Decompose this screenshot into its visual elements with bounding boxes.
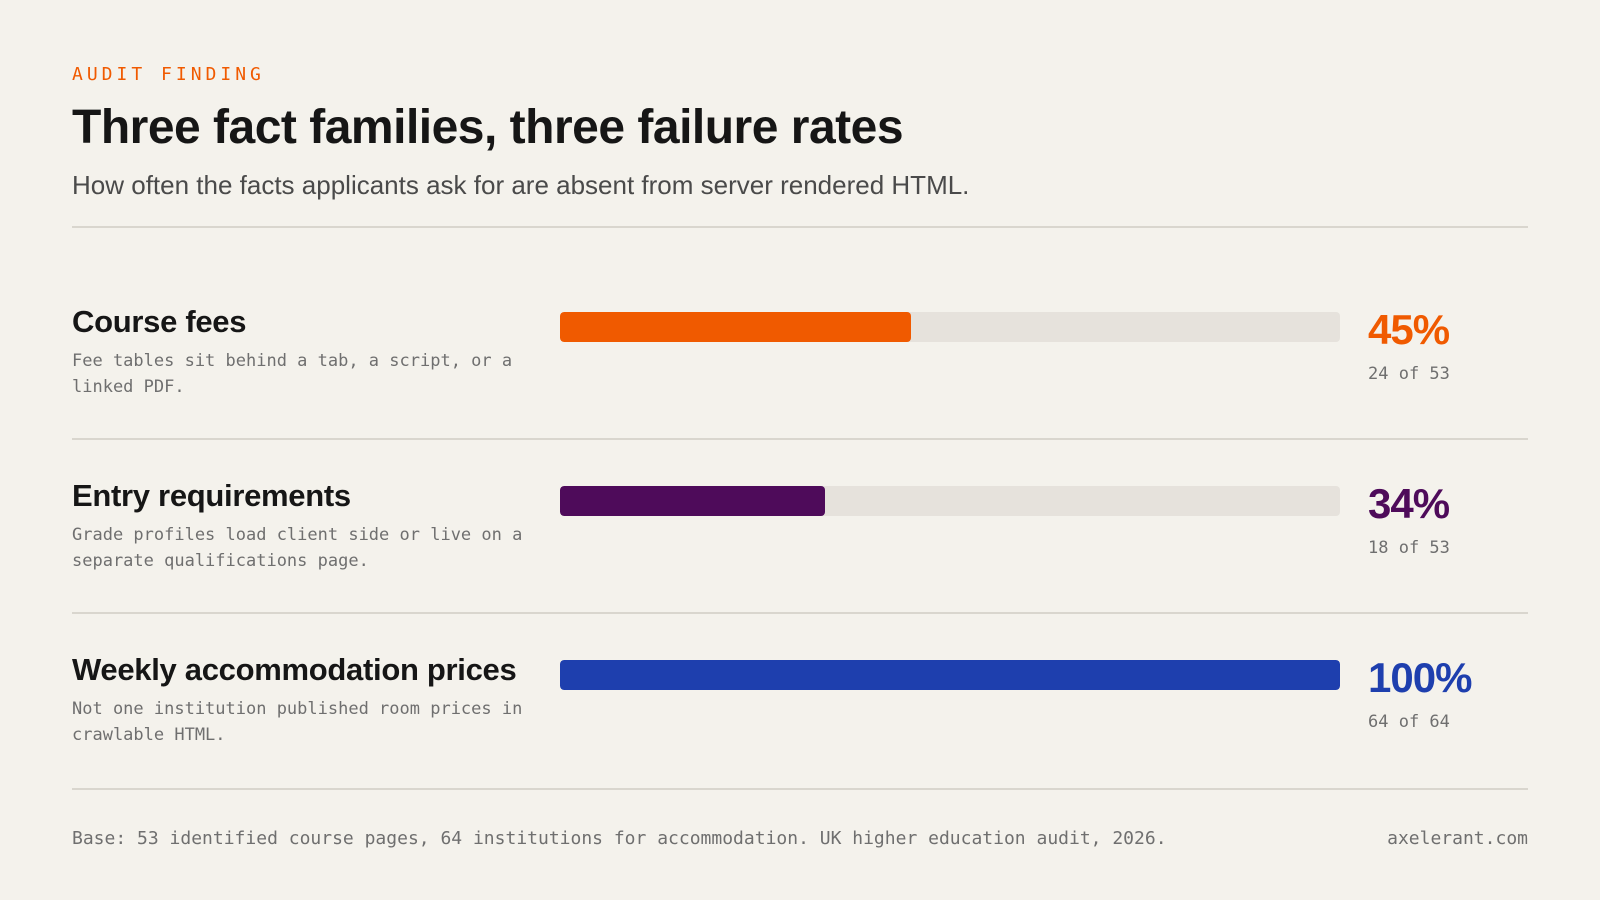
kicker-label: AUDIT FINDING [72,64,265,85]
bar-row-weekly-accommodation-prices: Weekly accommodation prices Not one inst… [72,652,1528,782]
page-subtitle: How often the facts applicants ask for a… [72,170,970,200]
bar-row-entry-requirements: Entry requirements Grade profiles load c… [72,478,1528,608]
bar-label: Course fees [72,304,247,339]
bar-description: Not one institution published room price… [72,699,523,745]
footnote: Base: 53 identified course pages, 64 ins… [72,828,1167,849]
bar-label: Entry requirements [72,478,351,513]
bar-count-label: 24 of 53 [1368,364,1450,384]
bar-description: Fee tables sit behind a tab, a script, o… [72,351,513,397]
bar-description: Grade profiles load client side or live … [72,525,523,571]
bar-fill-weekly-accommodation-prices [560,660,1340,690]
bar-fill-course-fees [560,312,911,342]
bar-track [560,486,1340,516]
bar-count-label: 64 of 64 [1368,712,1450,732]
page-title: Three fact families, three failure rates [72,101,904,154]
bar-count-label: 18 of 53 [1368,538,1450,558]
bar-row-course-fees: Course fees Fee tables sit behind a tab,… [72,304,1528,434]
header-divider [72,226,1528,228]
bar-track [560,312,1340,342]
bar-value-label: 100% [1368,654,1472,701]
bar-label: Weekly accommodation prices [72,652,517,687]
bar-value-label: 34% [1368,480,1450,527]
row-divider [72,612,1528,614]
site-link[interactable]: axelerant.com [1387,828,1528,849]
footer-divider [72,788,1528,790]
row-divider [72,438,1528,440]
bar-fill-entry-requirements [560,486,826,516]
bar-value-label: 45% [1368,306,1450,353]
bar-track [560,660,1340,690]
